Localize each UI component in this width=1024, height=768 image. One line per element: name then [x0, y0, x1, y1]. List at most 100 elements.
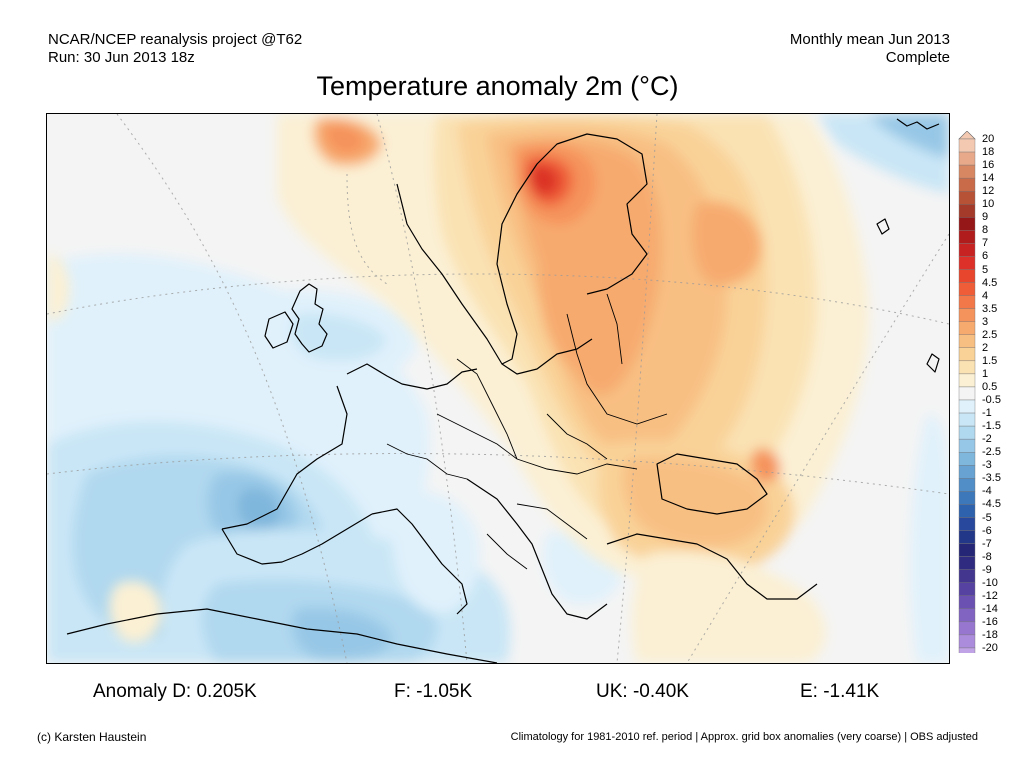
colorbar-swatches [958, 130, 976, 670]
coastlines [66, 118, 940, 663]
colorbar-swatch [958, 334, 976, 349]
header-right: Monthly mean Jun 2013 Complete [790, 31, 950, 67]
regional-stats: Anomaly D: 0.205K F: -1.05K UK: -0.40K E… [0, 681, 1024, 705]
colorbar-top-arrow [958, 130, 976, 140]
colorbar-label: -4 [982, 485, 992, 498]
colorbar-swatch [958, 569, 976, 583]
colorbar-label: -6 [982, 524, 992, 537]
colorbar-label: -2.5 [982, 446, 1001, 459]
colorbar-label: 1.5 [982, 354, 998, 367]
colorbar-label: -9 [982, 563, 992, 576]
colorbar-label: -16 [982, 615, 998, 628]
colorbar-label: -8 [982, 550, 992, 563]
colorbar-swatch [958, 491, 976, 505]
colorbar-swatch [958, 282, 976, 296]
colorbar-swatch [958, 621, 976, 636]
colorbar-label: -7 [982, 537, 992, 550]
colorbar-label: 0.5 [982, 381, 998, 393]
footer-credit: (c) Karsten Haustein [37, 730, 147, 744]
colorbar-swatch [958, 399, 976, 414]
national-borders [386, 293, 668, 570]
colorbar-swatch [958, 269, 976, 283]
colorbar-swatch [958, 386, 976, 401]
colorbar-swatch [958, 347, 976, 362]
colorbar-swatch [958, 647, 976, 662]
period-line: Monthly mean Jun 2013 [789, 31, 950, 48]
colorbar-label: 3.5 [982, 302, 998, 315]
colorbar-swatch [958, 204, 976, 218]
colorbar-label: 4.5 [982, 276, 998, 289]
colorbar-swatch [958, 608, 976, 623]
colorbar-swatch [958, 582, 976, 596]
warm-anomaly-fields [47, 114, 869, 663]
colorbar-swatch [958, 504, 976, 518]
source-line: NCAR/NCEP reanalysis project @T62 [48, 31, 303, 48]
colorbar-swatch [958, 478, 976, 492]
colorbar-swatch [958, 543, 976, 557]
map-title: Temperature anomaly 2m (°C) [316, 71, 679, 101]
colorbar-swatch [958, 412, 976, 427]
colorbar-swatch [958, 177, 976, 192]
colorbar-swatch [958, 151, 976, 166]
colorbar-swatch [958, 438, 976, 453]
colorbar-label: -0.5 [982, 394, 1001, 406]
colorbar-swatch [958, 138, 976, 153]
stat-france: F: -1.05K [394, 681, 473, 702]
colorbar-label: -10 [982, 576, 998, 589]
colorbar-label: 2 [982, 341, 989, 354]
run-line: Run: 30 Jun 2013 18z [48, 49, 195, 66]
colorbar-swatch [958, 256, 976, 270]
colorbar-swatch [958, 360, 976, 375]
map-canvas [47, 114, 949, 663]
colorbar-label: 4 [982, 289, 989, 302]
colorbar-swatch [958, 530, 976, 544]
colorbar-label: -3 [982, 459, 992, 472]
colorbar-label: 9 [982, 211, 989, 224]
colorbar [958, 130, 976, 670]
graticule [47, 114, 949, 663]
cold-anomaly-fields [47, 114, 949, 663]
colorbar-label: -4.5 [982, 498, 1001, 511]
colorbar-label: -5 [982, 511, 992, 524]
colorbar-label: -2 [982, 433, 992, 446]
colorbar-label: 12 [982, 185, 995, 198]
colorbar-label: -12 [982, 589, 998, 602]
colorbar-swatch [958, 465, 976, 479]
colorbar-swatch [958, 217, 976, 231]
colorbar-swatch [958, 191, 976, 205]
colorbar-label: 3 [982, 315, 989, 328]
colorbar-swatch [958, 295, 976, 309]
colorbar-label: 1 [982, 367, 989, 380]
colorbar-label: -3.5 [982, 472, 1001, 485]
colorbar-swatch [958, 373, 976, 388]
colorbar-label: 10 [982, 198, 995, 211]
colorbar-label: -1.5 [982, 420, 1001, 433]
colorbar-swatch [958, 556, 976, 570]
colorbar-label: 2.5 [982, 328, 998, 341]
colorbar-label: 6 [982, 250, 989, 263]
colorbar-label: 20 [982, 133, 995, 145]
colorbar-swatch [958, 517, 976, 531]
colorbar-label: 18 [982, 146, 995, 159]
colorbar-label: 16 [982, 159, 995, 172]
colorbar-label: -14 [982, 602, 998, 615]
colorbar-swatch [958, 321, 976, 335]
colorbar-swatch [958, 425, 976, 440]
header-left: NCAR/NCEP reanalysis project @T62 Run: 3… [48, 31, 302, 67]
footer-note: Climatology for 1981-2010 ref. period | … [510, 731, 978, 743]
stat-uk: UK: -0.40K [596, 681, 689, 702]
colorbar-label: -1 [982, 407, 992, 420]
colorbar-label: -18 [982, 628, 998, 641]
colorbar-label: 7 [982, 237, 989, 250]
colorbar-label: 8 [982, 224, 989, 237]
stat-spain: E: -1.41K [800, 681, 880, 702]
colorbar-label: -20 [982, 642, 998, 654]
colorbar-swatch [958, 595, 976, 610]
anomaly-map [46, 113, 950, 664]
colorbar-swatch [958, 164, 976, 179]
colorbar-label: 14 [982, 172, 995, 185]
colorbar-swatch [958, 308, 976, 322]
stat-germany: Anomaly D: 0.205K [93, 681, 257, 702]
colorbar-swatch [958, 243, 976, 257]
colorbar-swatch [958, 230, 976, 244]
